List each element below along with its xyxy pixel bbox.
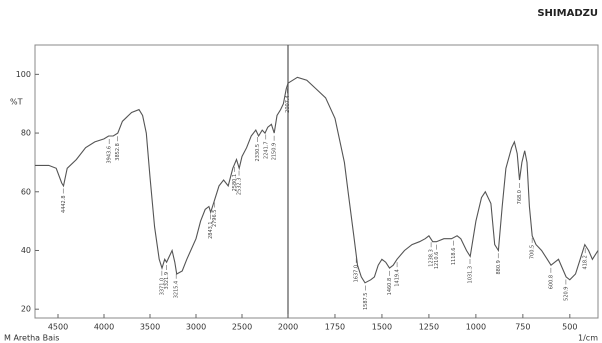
y-axis-label: %T bbox=[10, 98, 23, 107]
brand-logo: SHIMADZU bbox=[537, 8, 598, 19]
x-tick-label: 500 bbox=[562, 323, 577, 332]
peak-label: 2532.3 bbox=[237, 178, 243, 196]
peak-label: 1419.4 bbox=[395, 269, 401, 287]
peak-label: 1587.5 bbox=[363, 293, 369, 311]
peak-label: 1460.8 bbox=[387, 278, 393, 296]
y-tick-label: 100 bbox=[16, 70, 31, 79]
x-tick-label: 1750 bbox=[325, 323, 345, 332]
peak-label: 1031.3 bbox=[467, 266, 473, 284]
x-tick-label: 3500 bbox=[140, 323, 160, 332]
peak-label: 2843.1 bbox=[208, 221, 214, 239]
peak-label: 1238.3 bbox=[429, 249, 435, 267]
peak-label: 3371.0 bbox=[159, 278, 165, 296]
x-tick-label: 3000 bbox=[186, 323, 206, 332]
sample-label: M Aretha Bais bbox=[4, 334, 59, 343]
y-tick-label: 80 bbox=[21, 129, 31, 138]
x-tick-label: 2000 bbox=[278, 323, 298, 332]
peak-label: 520.9 bbox=[563, 287, 569, 301]
peak-label: 418.2 bbox=[583, 255, 589, 269]
peak-label: 700.5 bbox=[530, 245, 536, 259]
peak-label: 1210.6 bbox=[434, 252, 440, 270]
plot-frame bbox=[34, 44, 599, 319]
peak-label: 2150.9 bbox=[272, 143, 278, 161]
y-tick-label: 40 bbox=[21, 246, 31, 255]
peak-label: 2796.5 bbox=[212, 210, 218, 228]
peak-label: 600.8 bbox=[548, 275, 554, 289]
peak-label: 3852.8 bbox=[115, 143, 121, 161]
x-tick-label: 1000 bbox=[466, 323, 486, 332]
peak-label: 3215.4 bbox=[174, 281, 180, 299]
peak-label: 2580.1 bbox=[232, 174, 238, 192]
peak-label: 1118.6 bbox=[451, 248, 457, 266]
peak-label: 4442.8 bbox=[61, 195, 67, 213]
y-tick-label: 60 bbox=[21, 187, 31, 196]
x-axis-label: 1/cm bbox=[578, 334, 598, 343]
peak-label: 3321.9 bbox=[164, 272, 170, 290]
peak-label: 768.0 bbox=[517, 190, 523, 204]
x-tick-label: 1250 bbox=[419, 323, 439, 332]
spectrum-line bbox=[35, 76, 599, 284]
peak-label: 1637.0 bbox=[354, 265, 360, 283]
y-tick-label: 20 bbox=[21, 305, 31, 314]
x-tick-label: 2500 bbox=[232, 323, 252, 332]
x-tick-label: 1500 bbox=[372, 323, 392, 332]
x-tick-label: 4000 bbox=[94, 323, 114, 332]
x-tick-label: 4500 bbox=[48, 323, 68, 332]
peak-label: 3943.6 bbox=[107, 146, 113, 164]
peak-label: 2330.5 bbox=[255, 144, 261, 162]
x-tick-label: 750 bbox=[515, 323, 530, 332]
peak-label: 2241.7 bbox=[263, 141, 269, 159]
peak-label: 2007.4 bbox=[285, 95, 291, 113]
peak-label: 880.9 bbox=[496, 260, 502, 274]
